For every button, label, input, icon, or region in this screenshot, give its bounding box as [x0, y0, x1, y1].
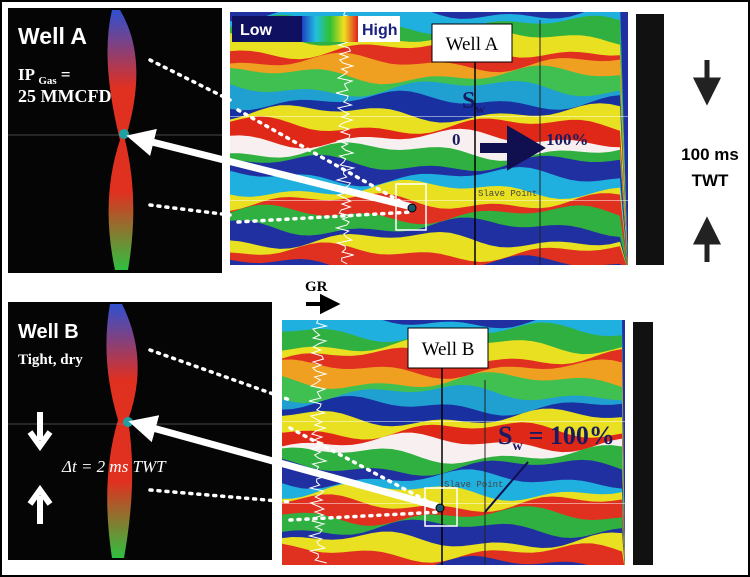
sw-arrow: [480, 125, 546, 171]
sw-text: = 100%: [529, 421, 615, 450]
well-point-a: [119, 129, 129, 139]
legend-high-swatch: [358, 16, 400, 42]
well-title: Well B: [18, 321, 79, 343]
seismic-band: [282, 543, 625, 565]
sw-symbol: S: [498, 421, 512, 450]
time-scale-a: [636, 14, 664, 265]
gr-log: [334, 12, 356, 265]
time-scale-b: [633, 322, 653, 565]
pointer-arrow-b: [128, 415, 441, 511]
sw-subscript: w: [475, 101, 485, 116]
scale-arrow-down: [692, 60, 722, 106]
gr-label: GR: [305, 279, 328, 295]
sw-max: 100%: [546, 130, 589, 149]
delta-t-label: Δt = 2 ms TWT: [61, 457, 167, 476]
seismic-section-a: [230, 12, 628, 265]
sw-pointer: [484, 461, 529, 513]
arrow-up: [27, 484, 53, 524]
well-status: Tight, dry: [18, 352, 83, 368]
well-label: Well B: [422, 339, 475, 360]
legend-high: High: [362, 22, 398, 39]
horizon-label: Slave Point: [444, 480, 503, 490]
sw-subscript: w: [512, 439, 523, 454]
ip-label: IP Gas =: [18, 65, 71, 88]
legend-low-swatch: [232, 16, 302, 42]
sw-label: Sw = 100%: [498, 421, 615, 454]
seismic-band: [230, 255, 622, 265]
sw-symbol: S: [462, 88, 475, 114]
scale-unit: TWT: [692, 171, 729, 190]
target-box: [395, 183, 427, 231]
well-label-box: [431, 23, 513, 63]
scale-interval: 100 ms: [681, 145, 739, 164]
log-curve-b: [106, 304, 138, 558]
arrow-down: [27, 412, 53, 452]
pointer-arrow-a: [126, 128, 413, 211]
horizon-label: Slave Point: [478, 189, 537, 199]
well-point-b: [123, 417, 133, 427]
target-point: [435, 503, 445, 513]
sw-label: Sw: [462, 88, 485, 116]
connector-dots-a: [148, 58, 414, 224]
well-label-box: [407, 327, 489, 369]
target-box: [424, 487, 458, 527]
target-point: [407, 203, 417, 213]
ip-rate: 25 MMCFD: [18, 86, 111, 106]
scale-arrow-up: [692, 216, 722, 262]
well-title: Well A: [18, 23, 87, 49]
sw-min: 0: [452, 130, 461, 149]
ip-suffix: =: [61, 65, 71, 84]
ip-prefix: IP: [18, 65, 35, 84]
legend-low: Low: [240, 22, 273, 39]
gr-arrow: [306, 293, 341, 315]
connector-dots-b: [148, 348, 442, 522]
ip-subscript: Gas: [38, 75, 57, 87]
seismic-band: [434, 555, 588, 565]
color-ramp: [302, 16, 358, 42]
well-label: Well A: [446, 34, 499, 55]
log-curve-a: [107, 10, 137, 270]
